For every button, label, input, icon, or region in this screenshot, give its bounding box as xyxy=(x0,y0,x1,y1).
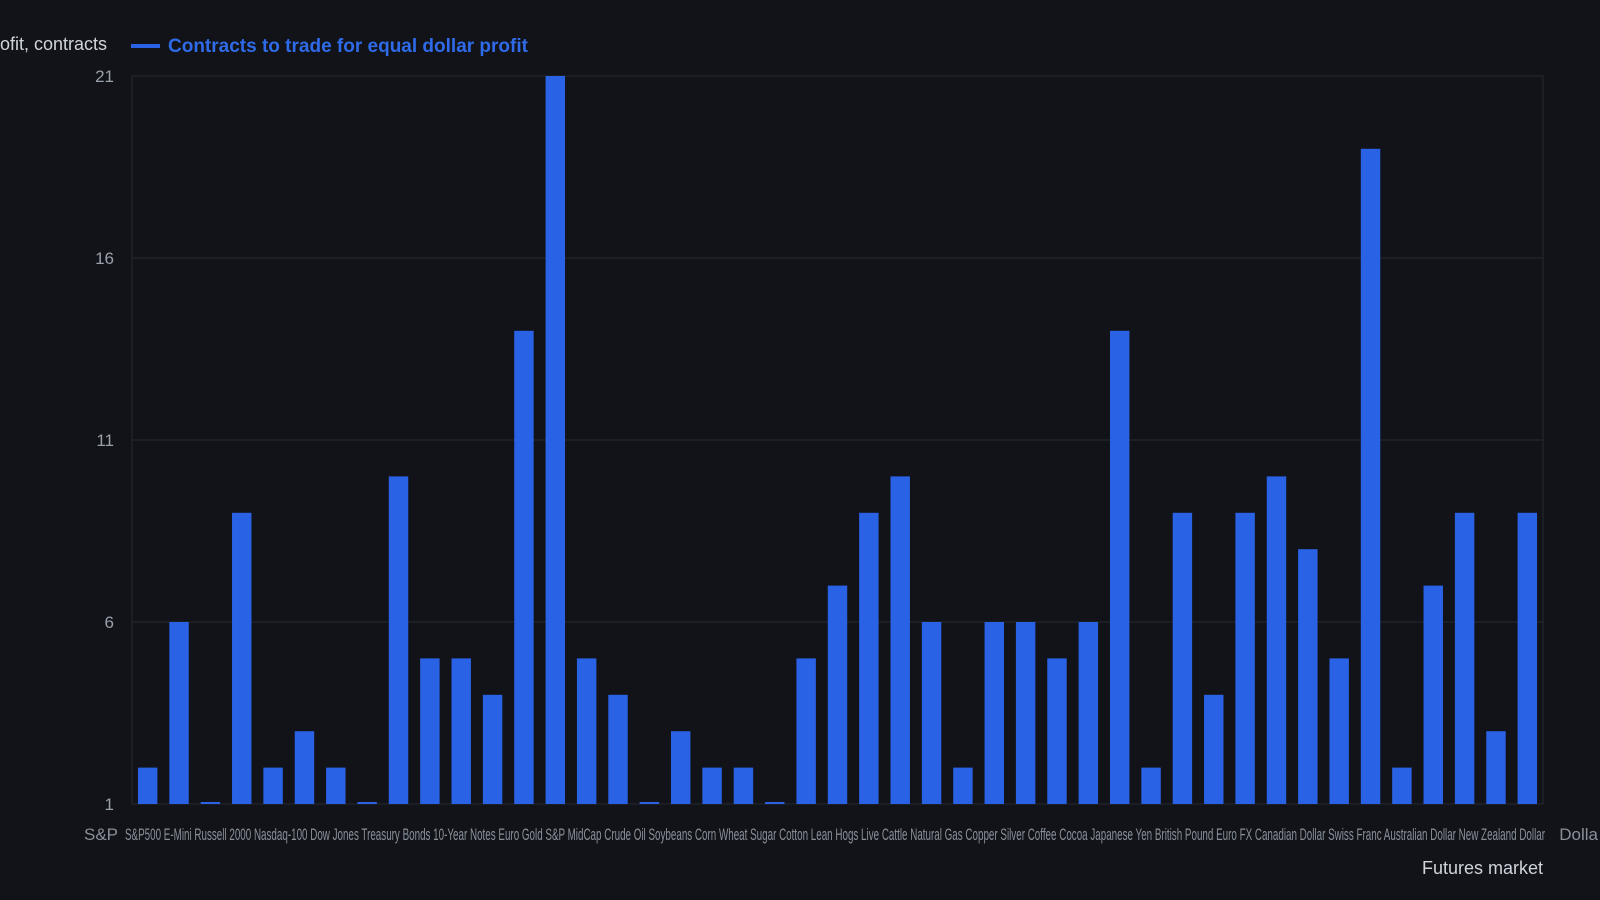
bars xyxy=(137,76,1538,805)
bar xyxy=(608,694,628,804)
bar xyxy=(765,802,785,804)
bar xyxy=(420,658,440,804)
bar xyxy=(1486,731,1506,804)
bar xyxy=(169,622,189,804)
bar xyxy=(1329,658,1349,804)
bar xyxy=(388,476,409,804)
bar xyxy=(1266,476,1287,804)
bar xyxy=(545,76,566,804)
bar xyxy=(357,802,377,804)
bar xyxy=(1015,622,1036,804)
bar xyxy=(1078,622,1099,804)
bar xyxy=(1392,767,1412,804)
bar xyxy=(733,767,754,804)
bar xyxy=(482,694,503,804)
bar xyxy=(827,585,848,804)
bar xyxy=(137,767,158,804)
y-tick-label: 21 xyxy=(95,67,114,86)
bar xyxy=(890,476,910,804)
bar xyxy=(1109,330,1130,804)
bar xyxy=(514,330,534,804)
bar xyxy=(294,731,315,804)
bar xyxy=(1204,694,1224,804)
bar xyxy=(263,767,283,804)
bar xyxy=(953,767,973,804)
bar xyxy=(921,622,942,804)
bar xyxy=(702,767,722,804)
bar xyxy=(671,731,691,804)
bar xyxy=(1172,512,1193,804)
bar xyxy=(451,658,471,804)
x-tick-first: S&P xyxy=(84,825,118,844)
y-tick-label: 16 xyxy=(95,249,114,268)
x-axis-label: Futures market xyxy=(1422,858,1543,878)
x-axis-ticks: S&P S&P500 E-Mini Russell 2000 Nasdaq-10… xyxy=(84,825,1599,844)
y-tick-label: 1 xyxy=(105,795,114,814)
legend-y-label: ofit, contracts xyxy=(0,34,107,54)
bar xyxy=(200,802,221,804)
y-tick-label: 11 xyxy=(96,431,114,450)
bar xyxy=(1423,585,1443,804)
bar xyxy=(1141,767,1161,804)
bar xyxy=(859,512,879,804)
bar xyxy=(1360,148,1381,805)
y-tick-label: 6 xyxy=(105,613,114,632)
bar xyxy=(984,622,1004,804)
bar xyxy=(1235,512,1255,804)
bar xyxy=(326,767,346,804)
legend-series-label: Contracts to trade for equal dollar prof… xyxy=(168,36,529,57)
bar xyxy=(1517,512,1538,804)
bar xyxy=(1454,512,1475,804)
bar xyxy=(232,512,252,804)
bar xyxy=(1298,549,1318,804)
bar xyxy=(1047,658,1067,804)
bar xyxy=(576,658,597,804)
x-tick-last: Dolla xyxy=(1559,825,1598,844)
legend: ofit, contracts Contracts to trade for e… xyxy=(0,34,529,57)
bar xyxy=(796,658,816,804)
x-tick-overlapping: S&P500 E-Mini Russell 2000 Nasdaq-100 Do… xyxy=(125,825,1545,844)
bar xyxy=(639,802,660,804)
